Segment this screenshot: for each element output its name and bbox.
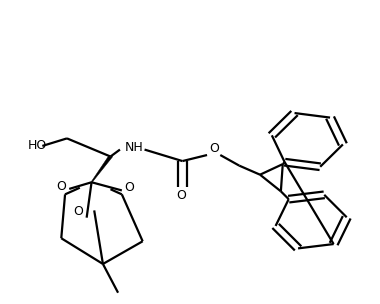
Text: O: O <box>56 180 66 193</box>
Text: O: O <box>73 205 83 217</box>
Text: O: O <box>125 181 135 194</box>
Polygon shape <box>91 157 113 182</box>
Text: O: O <box>210 142 220 155</box>
Text: O: O <box>177 189 187 202</box>
Text: HO: HO <box>28 140 47 152</box>
Text: NH: NH <box>125 141 144 154</box>
